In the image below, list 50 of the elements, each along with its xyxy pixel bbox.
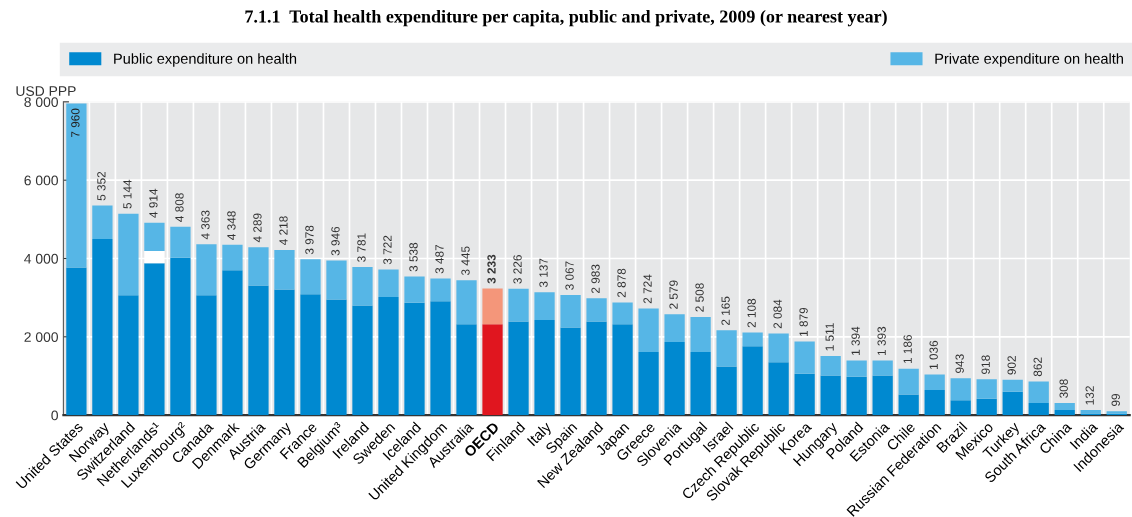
total-label: 2 108 bbox=[747, 298, 756, 328]
total-label: 2 579 bbox=[669, 280, 678, 309]
total-label: 1 036 bbox=[929, 340, 938, 369]
total-label: 1 511 bbox=[825, 323, 834, 351]
y-tick-label: 6 000 bbox=[24, 175, 58, 186]
total-label: 1 393 bbox=[877, 326, 886, 355]
total-label: 2 724 bbox=[643, 274, 652, 304]
total-label: 3 226 bbox=[513, 255, 522, 284]
total-label: 3 137 bbox=[539, 258, 548, 288]
total-label: 3 487 bbox=[435, 244, 444, 274]
total-label: 2 508 bbox=[695, 283, 704, 312]
y-axis-title: USD PPP bbox=[16, 86, 76, 96]
total-label: 1 879 bbox=[799, 307, 808, 336]
legend-label: Private expenditure on health bbox=[935, 53, 1123, 67]
total-label: 3 445 bbox=[461, 246, 470, 276]
total-label: 902 bbox=[1007, 356, 1016, 375]
y-tick-label: 2 000 bbox=[24, 332, 58, 342]
total-label: 862 bbox=[1033, 357, 1042, 377]
total-label: 7 960 bbox=[71, 108, 80, 138]
total-label: 3 781 bbox=[357, 233, 366, 262]
total-label: 4 808 bbox=[175, 193, 184, 222]
chart-title: 7.1.1 Total health expenditure per capita, public and private, 2009 (or nearest year) bbox=[245, 9, 887, 27]
total-label: 99 bbox=[1111, 394, 1120, 407]
total-label: 132 bbox=[1085, 386, 1094, 405]
total-label: 2 983 bbox=[591, 264, 600, 294]
legend-label: Public expenditure on health bbox=[114, 53, 297, 67]
total-label: 308 bbox=[1059, 379, 1068, 398]
total-label: 2 878 bbox=[617, 268, 626, 298]
total-label: 4 914 bbox=[149, 188, 158, 218]
total-label: 4 363 bbox=[201, 210, 210, 240]
total-label: 4 289 bbox=[253, 213, 262, 243]
total-label: 3 538 bbox=[409, 242, 418, 272]
total-label: 1 186 bbox=[903, 334, 912, 364]
total-label: 3 978 bbox=[305, 225, 314, 255]
total-label: 1 394 bbox=[851, 326, 860, 355]
y-tick-label: 4 000 bbox=[24, 253, 58, 264]
total-label: 5 144 bbox=[123, 179, 132, 209]
y-tick-label: 8 000 bbox=[24, 97, 58, 108]
total-label: 2 165 bbox=[721, 296, 730, 326]
total-label: 5 352 bbox=[97, 171, 106, 201]
total-label: 2 084 bbox=[773, 299, 782, 329]
total-label: 3 233 bbox=[487, 254, 496, 284]
y-tick-label: 0 bbox=[51, 410, 58, 421]
total-label: 3 722 bbox=[383, 235, 392, 265]
total-label: 918 bbox=[981, 355, 990, 374]
total-label: 3 946 bbox=[331, 226, 340, 256]
total-label: 4 348 bbox=[227, 211, 236, 240]
total-label: 943 bbox=[955, 354, 964, 373]
total-label: 4 218 bbox=[279, 216, 288, 245]
total-label: 3 067 bbox=[565, 261, 574, 290]
